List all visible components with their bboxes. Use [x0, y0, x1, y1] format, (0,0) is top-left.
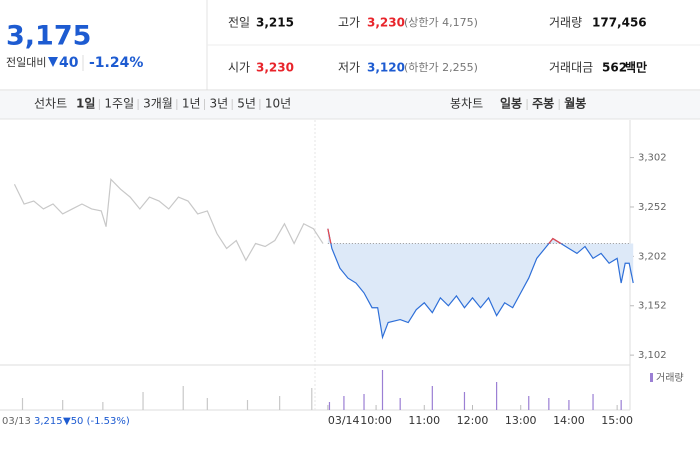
legend-swatch	[650, 373, 653, 382]
volume-bar	[463, 392, 466, 410]
volume-bar	[381, 370, 384, 410]
volume-bar	[311, 388, 313, 410]
volume-bar	[62, 400, 64, 410]
tab[interactable]: 일봉	[500, 97, 522, 111]
x-tick-label: 13:00	[505, 414, 537, 427]
tab-group-label: 봉차트	[450, 97, 483, 111]
change: 40	[59, 55, 79, 71]
x-tick-label: 15:00	[601, 414, 633, 427]
x-tick-label: 10:00	[360, 414, 392, 427]
volume-bar	[206, 398, 208, 410]
tab-group-label: 선차트	[34, 97, 67, 111]
volume-bar	[528, 396, 530, 410]
stat-value: 562	[602, 61, 627, 75]
tab[interactable]: 월봉	[564, 96, 586, 111]
tab[interactable]: 1년	[182, 97, 201, 111]
x-tick-label: 11:00	[408, 414, 440, 427]
stat-label: 거래량	[549, 16, 582, 30]
volume-bar	[592, 394, 594, 410]
volume-bar	[328, 402, 331, 410]
volume-bar	[399, 398, 401, 410]
volume-bar	[279, 396, 281, 410]
change-label: 전일대비	[6, 55, 46, 69]
volume-bar	[620, 400, 622, 410]
stat-label: 고가	[338, 16, 360, 30]
volume-bar	[102, 402, 104, 410]
stat-unit: 백만	[625, 60, 647, 75]
x-tick-label: 03/14	[328, 414, 360, 427]
legend-label: 거래량	[656, 372, 684, 384]
tab[interactable]: 10년	[265, 97, 291, 111]
y-tick-label: 3,202	[638, 251, 667, 262]
tab[interactable]: 1주일	[104, 97, 134, 111]
y-tick-label: 3,152	[638, 301, 667, 312]
volume-bar	[246, 400, 249, 410]
volume-bar	[496, 382, 498, 410]
stat-label: 시가	[228, 61, 250, 75]
stat-value: 177,456	[592, 16, 647, 30]
y-tick-label: 3,252	[638, 202, 667, 213]
area-fill	[327, 228, 634, 338]
tab[interactable]: 3개월	[143, 97, 173, 111]
prev-change: ▼50 (-1.53%)	[63, 416, 130, 427]
x-tick-label: 12:00	[457, 414, 489, 427]
tab[interactable]: 1일	[76, 97, 95, 111]
volume-bar	[343, 396, 345, 410]
volume-bar	[21, 398, 24, 410]
stat-note: (하한가 2,255)	[404, 60, 478, 74]
volume-bar	[431, 386, 433, 410]
prev-close: 3,215	[34, 416, 63, 427]
tab[interactable]: 주봉	[532, 97, 554, 111]
volume-bar	[182, 386, 184, 410]
down-icon	[48, 57, 58, 67]
stat-value: 3,120	[367, 61, 405, 75]
price-line	[13, 177, 324, 262]
x-tick-label: 14:00	[553, 414, 585, 427]
volume-bar	[568, 400, 570, 410]
stat-label: 저가	[338, 61, 360, 75]
tab[interactable]: 3년	[210, 97, 229, 111]
price-line	[327, 228, 634, 340]
volume-bar	[548, 398, 550, 410]
stat-value: 3,230	[367, 16, 405, 30]
tab-bar	[0, 91, 700, 119]
volume-bar	[363, 394, 365, 410]
stat-label: 전일	[228, 16, 250, 30]
stat-note: (상한가 4,175)	[404, 16, 478, 29]
stat-value: 3,215	[256, 16, 294, 30]
y-tick-label: 3,102	[638, 350, 667, 361]
stat-value: 3,230	[256, 61, 294, 75]
tab[interactable]: 5년	[237, 97, 256, 111]
change-pct: -1.24%	[89, 55, 143, 71]
y-tick-label: 3,302	[638, 153, 667, 164]
price: 3,175	[6, 21, 91, 52]
prev-date: 03/13	[2, 416, 31, 427]
stat-label: 거래대금	[549, 61, 593, 75]
volume-bar	[142, 392, 144, 410]
